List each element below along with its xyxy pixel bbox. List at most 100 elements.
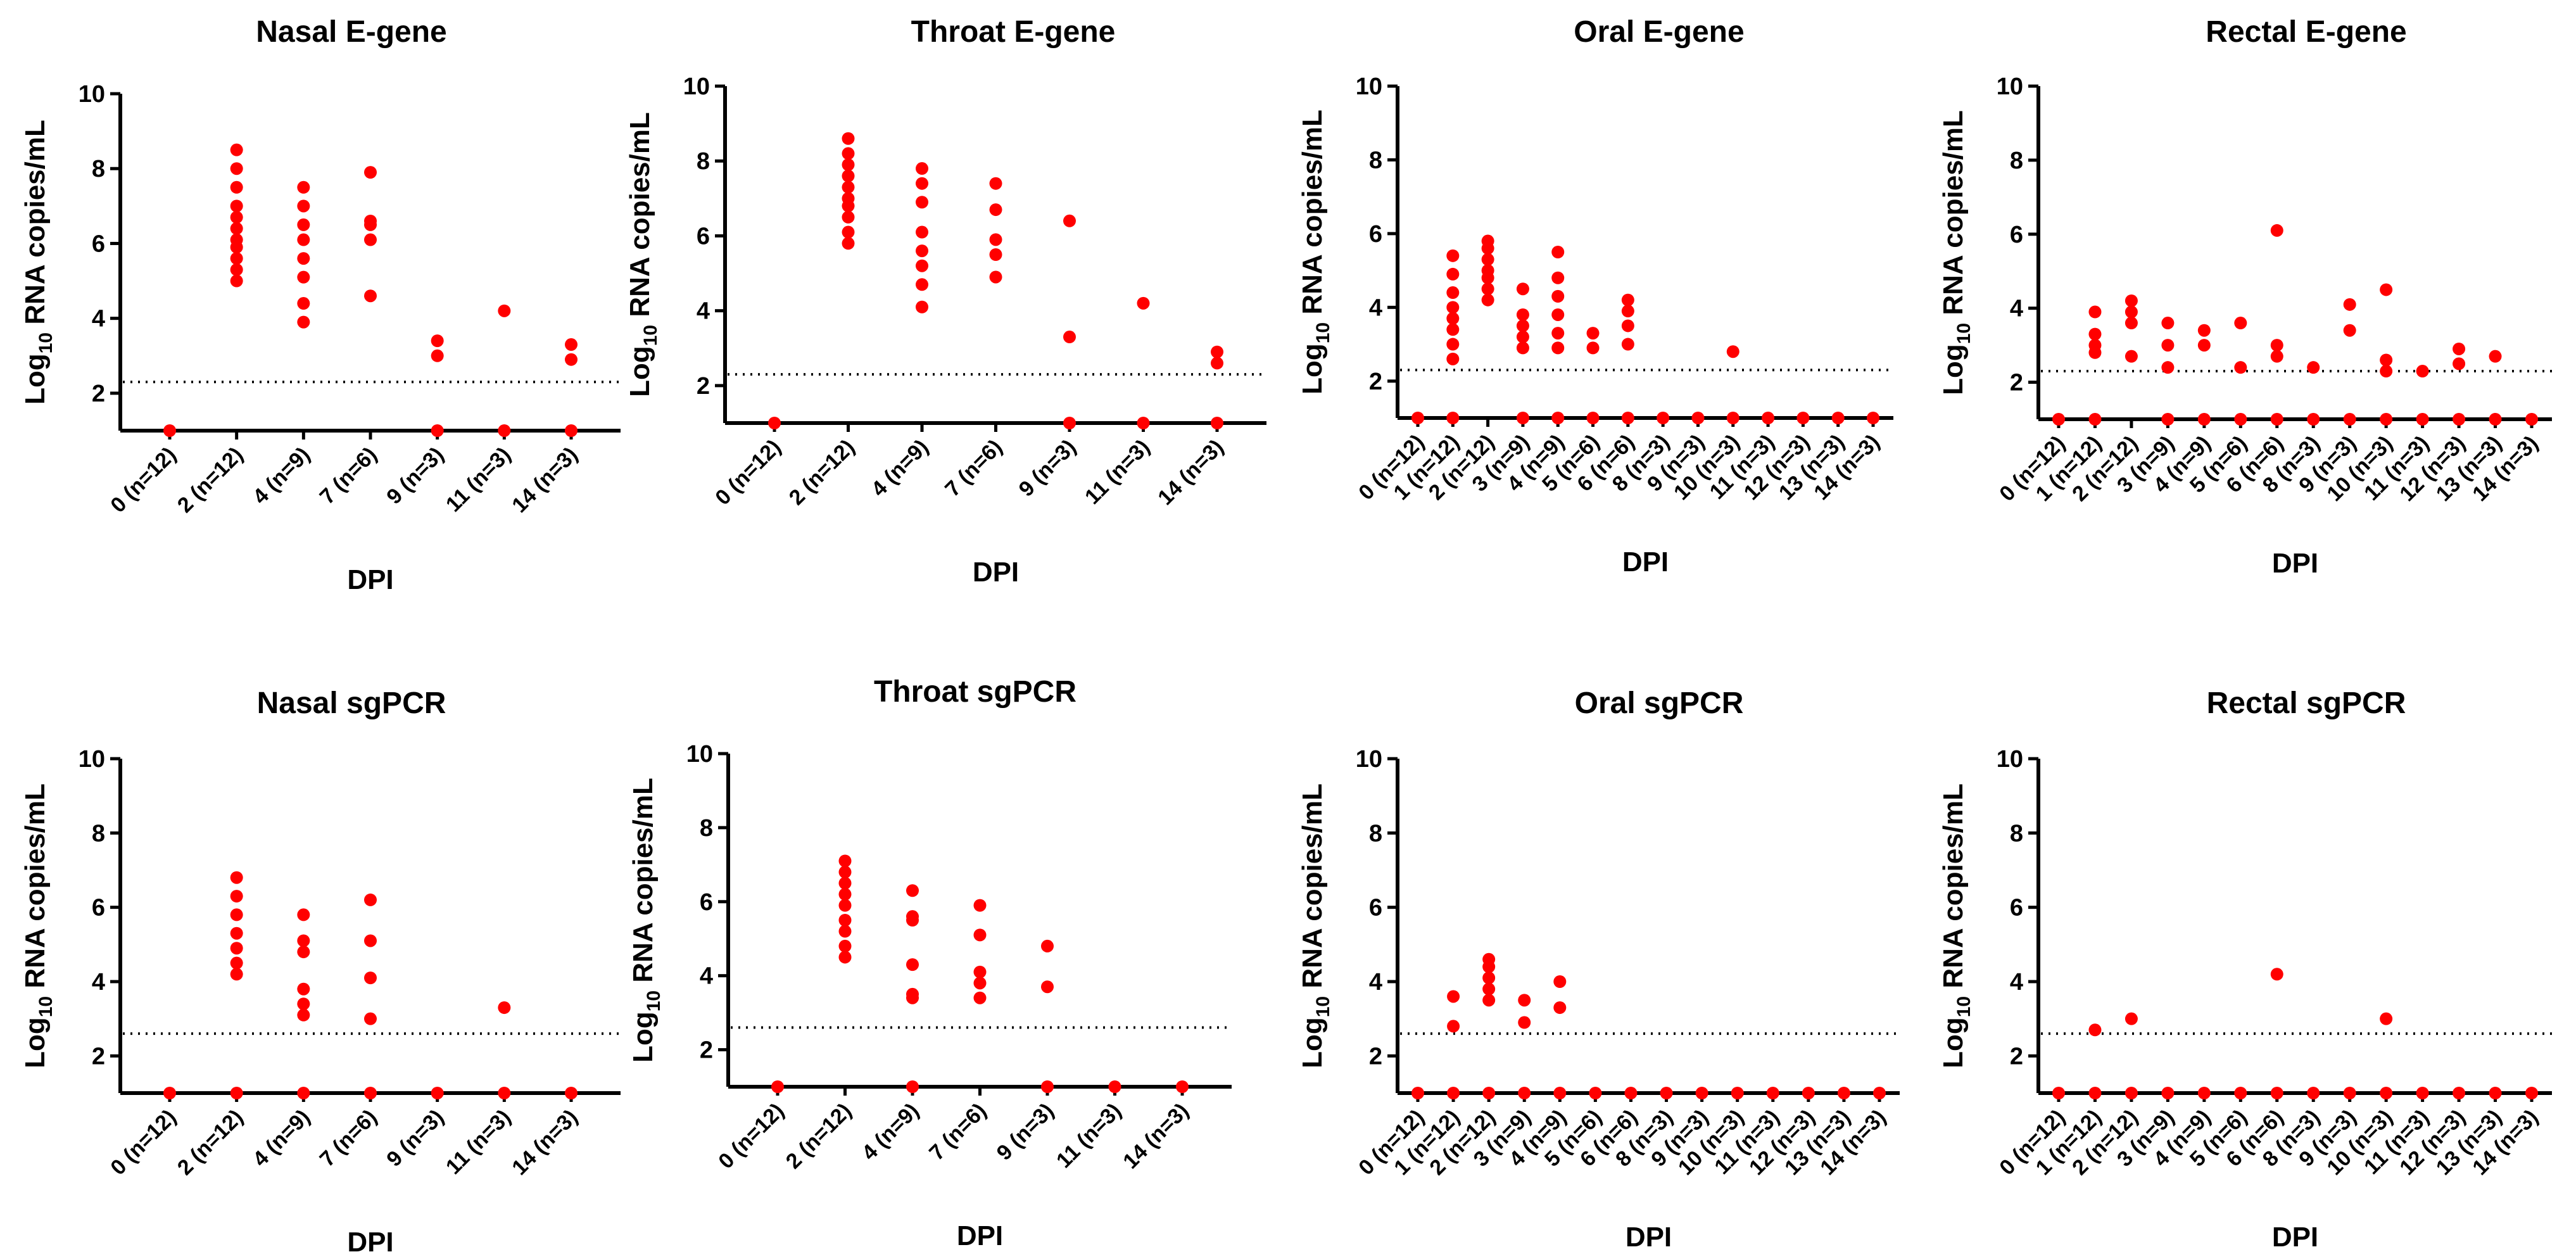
data-point	[1481, 264, 1494, 277]
data-point	[1731, 1087, 1744, 1099]
data-point	[989, 248, 1002, 261]
y-axis-label-subscript: 10	[35, 996, 56, 1017]
data-point	[1516, 412, 1529, 424]
data-point	[916, 259, 928, 272]
data-point	[1481, 293, 1494, 307]
data-point	[2343, 413, 2356, 426]
data-point	[989, 203, 1002, 217]
data-point	[297, 934, 310, 947]
y-axis-label-subscript: 10	[1313, 322, 1334, 343]
data-point	[364, 166, 377, 179]
y-axis-label-base: Log	[624, 346, 655, 397]
data-point	[2453, 1087, 2466, 1099]
data-point	[838, 914, 852, 927]
x-tick-label: 11 (n=3)	[441, 443, 515, 517]
data-point	[1481, 234, 1494, 248]
data-point	[973, 899, 987, 912]
x-tick-label: 0 (n=12)	[106, 1105, 180, 1180]
data-point	[163, 1087, 176, 1099]
chart-title: Throat E-gene	[911, 15, 1116, 49]
data-point	[2416, 413, 2429, 426]
x-tick-label: 14 (n=3)	[507, 443, 582, 517]
x-axis-label: DPI	[973, 557, 1019, 588]
data-point	[1621, 319, 1634, 332]
data-point	[364, 971, 377, 985]
data-point	[297, 218, 310, 231]
data-point	[842, 147, 855, 160]
y-tick-label: 6	[1369, 221, 1382, 248]
y-tick-label: 6	[92, 895, 105, 921]
data-point	[1551, 308, 1565, 321]
data-point	[1873, 1087, 1886, 1099]
data-point	[1551, 341, 1565, 355]
y-axis-label: Log10 RNA copies/mL	[1938, 110, 1974, 395]
data-point	[2125, 305, 2138, 319]
data-point	[906, 884, 919, 897]
x-tick-label: 7 (n=6)	[315, 443, 382, 509]
data-point	[297, 1008, 310, 1022]
data-point	[906, 987, 919, 1001]
data-point	[2380, 365, 2393, 378]
data-point	[1802, 1087, 1815, 1099]
data-point	[297, 180, 310, 194]
y-tick-label: 10	[79, 81, 105, 108]
data-point	[364, 1012, 377, 1025]
data-point	[1481, 253, 1494, 266]
data-point	[565, 338, 578, 351]
x-tick-label: 2 (n=12)	[781, 1099, 856, 1174]
data-point	[1446, 412, 1460, 424]
data-point	[1041, 939, 1054, 952]
chart-title: Rectal E-gene	[2206, 15, 2406, 49]
data-point	[1411, 1087, 1424, 1099]
data-point	[1586, 412, 1600, 424]
data-point	[230, 143, 243, 156]
data-point	[1446, 286, 1460, 300]
data-point	[297, 199, 310, 213]
data-point	[1551, 271, 1565, 284]
data-point	[1211, 417, 1223, 429]
data-point	[2197, 1087, 2211, 1099]
y-tick-label: 4	[1369, 969, 1382, 996]
data-point	[1518, 1087, 1531, 1099]
data-point	[1482, 1087, 1496, 1099]
data-point	[916, 244, 928, 258]
y-axis-label: Log10 RNA copies/mL	[1297, 110, 1334, 395]
data-point	[2489, 1087, 2502, 1099]
data-point	[1586, 341, 1600, 355]
data-point	[2125, 1087, 2138, 1099]
data-point	[916, 162, 928, 175]
y-axis-label-rest: RNA copies/mL	[20, 120, 51, 332]
data-point	[1657, 412, 1670, 424]
data-point	[230, 199, 243, 213]
y-axis-label: Log10 RNA copies/mL	[20, 120, 56, 405]
y-tick-label: 2	[700, 1037, 713, 1064]
data-point	[2270, 1087, 2283, 1099]
data-point	[498, 424, 511, 437]
data-point	[838, 876, 852, 890]
y-tick-label: 10	[683, 73, 710, 100]
data-point	[2161, 339, 2175, 352]
data-point	[1137, 296, 1150, 310]
data-point	[163, 424, 176, 437]
data-point	[498, 304, 511, 317]
data-point	[2088, 305, 2102, 319]
y-tick-label: 8	[1369, 820, 1382, 847]
data-point	[230, 233, 243, 246]
y-tick-label: 2	[92, 381, 105, 407]
data-point	[230, 927, 243, 940]
data-point	[1660, 1087, 1673, 1099]
x-tick-label: 14 (n=3)	[507, 1105, 582, 1180]
data-point	[297, 908, 310, 921]
data-point	[1446, 267, 1460, 281]
data-point	[842, 180, 855, 194]
y-axis-label-rest: RNA copies/mL	[1297, 110, 1328, 322]
data-point	[842, 132, 855, 145]
data-point	[2307, 361, 2320, 374]
data-point	[2343, 1087, 2356, 1099]
data-point	[230, 942, 243, 955]
data-point	[2161, 413, 2175, 426]
data-point	[2380, 1012, 2393, 1025]
data-point	[2270, 350, 2283, 363]
x-tick-label: 14 (n=3)	[1153, 435, 1228, 510]
